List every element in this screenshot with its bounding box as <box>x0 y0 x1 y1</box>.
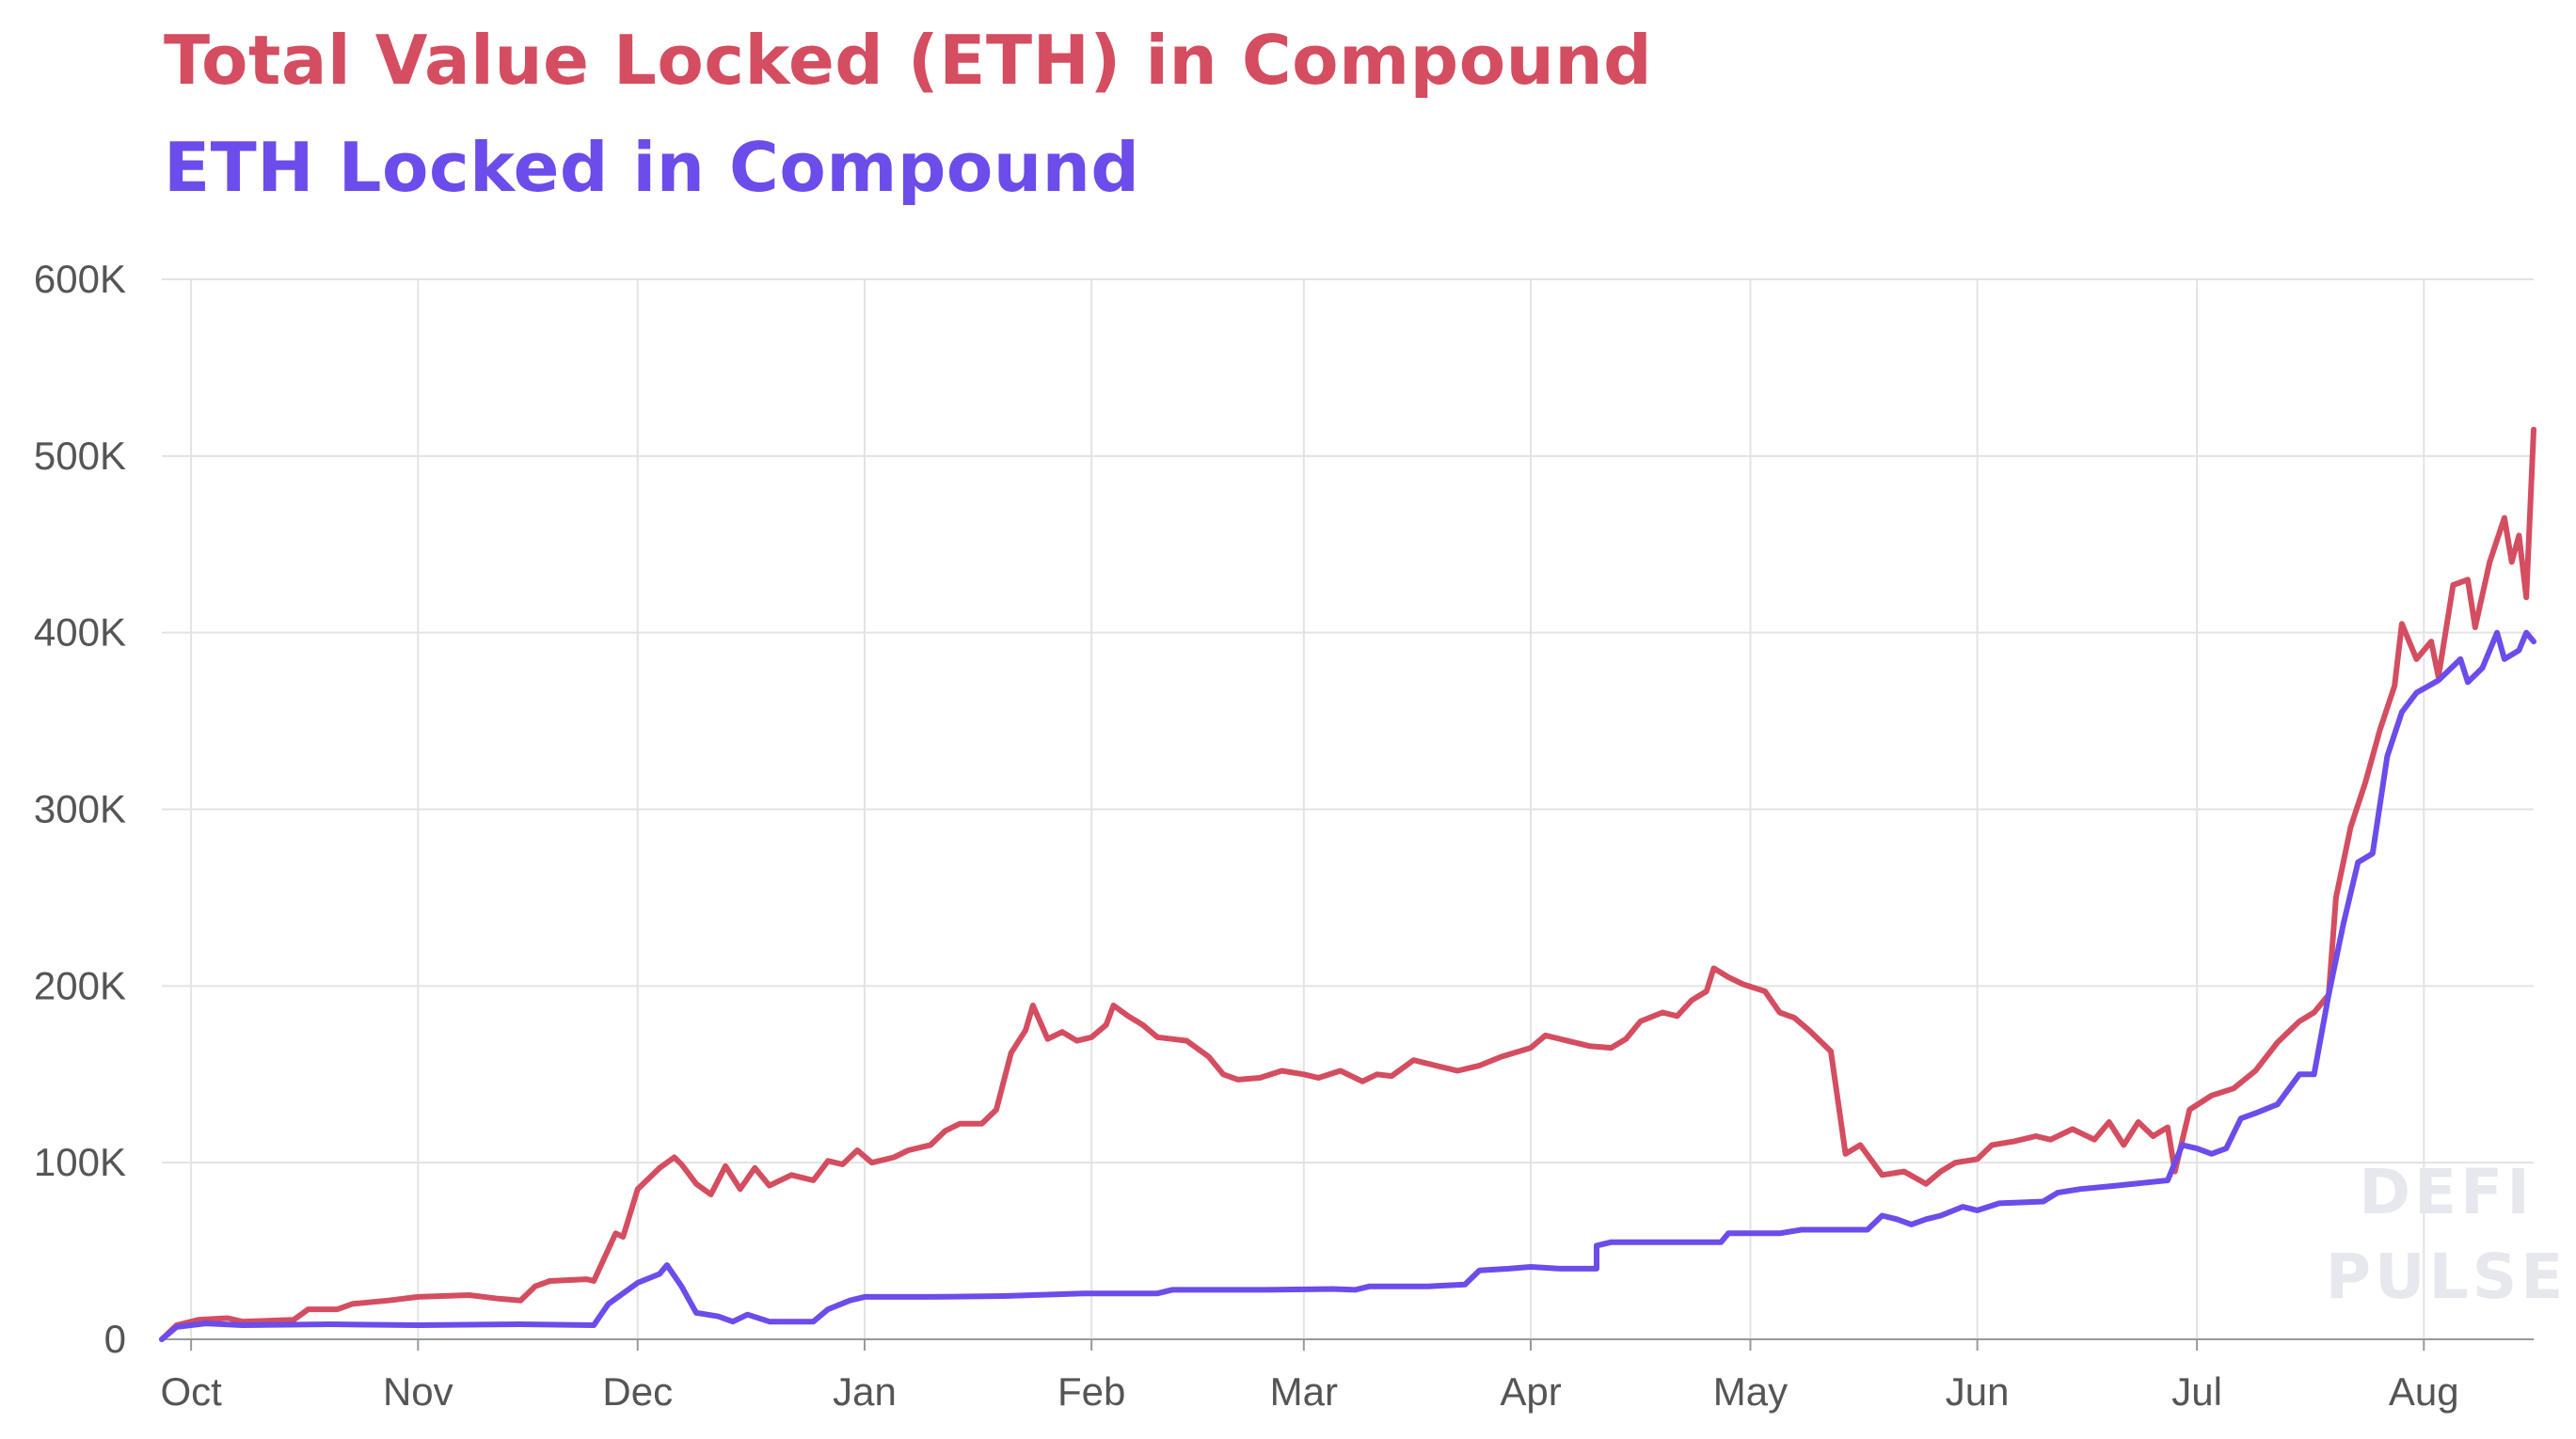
x-tick-label: Apr <box>1500 1369 1561 1414</box>
x-tick-label: Mar <box>1270 1369 1338 1414</box>
chart-grid <box>162 278 2534 1340</box>
y-tick-label: 300K <box>34 787 126 831</box>
x-tick-label: Oct <box>160 1369 222 1414</box>
x-tick-label: Nov <box>383 1369 453 1414</box>
series-line-tvl <box>159 426 2536 1342</box>
chart-axes: 0 100K 200K 300K 400K 500K 600K Oct Nov Dec Jan Feb… <box>34 257 2534 1414</box>
chart-title-tvl: Total Value Locked (ETH) in Compound <box>164 21 1653 100</box>
x-tick-label: Dec <box>602 1369 673 1414</box>
x-tick-label: Jul <box>2171 1369 2222 1414</box>
y-tick-label: 500K <box>34 434 126 478</box>
watermark-line-2: PULSE <box>2326 1241 2568 1313</box>
y-tick-label: 400K <box>34 610 126 655</box>
x-tick-label: Jun <box>1946 1369 2010 1414</box>
x-tick-label: Feb <box>1057 1369 1125 1414</box>
series-line-eth-locked <box>159 629 2536 1342</box>
chart-series <box>159 426 2536 1342</box>
watermark-line-1: DEFI <box>2359 1156 2534 1228</box>
y-tick-label: 100K <box>34 1140 126 1184</box>
chart-title-eth-locked: ETH Locked in Compound <box>164 128 1140 207</box>
x-tick-label: May <box>1713 1369 1788 1414</box>
defi-pulse-watermark: DEFI PULSE <box>2326 1156 2568 1313</box>
y-tick-label: 600K <box>34 257 126 301</box>
x-tick-label: Aug <box>2389 1369 2459 1414</box>
y-tick-label: 200K <box>34 963 126 1007</box>
x-tick-label: Jan <box>833 1369 897 1414</box>
y-tick-label: 0 <box>104 1317 126 1361</box>
